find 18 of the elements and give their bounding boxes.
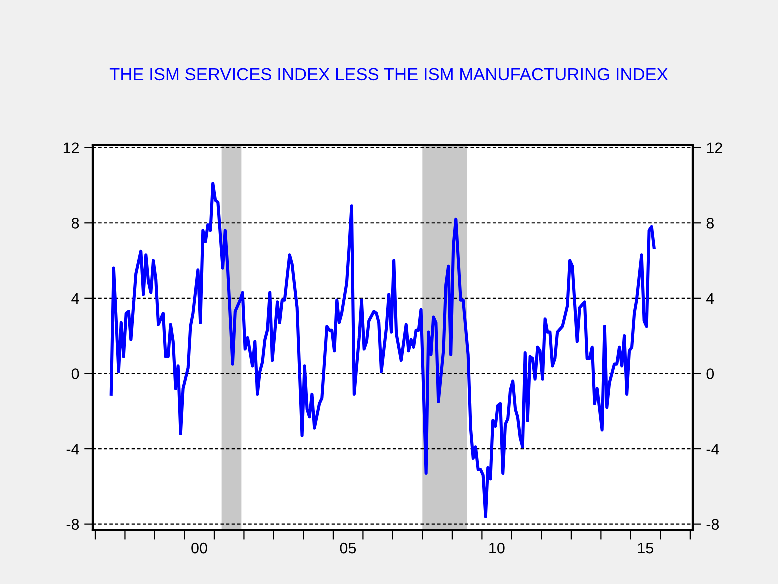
x-tick-label: 00 bbox=[192, 542, 208, 554]
x-tick-label: 10 bbox=[490, 542, 505, 554]
y2-tick-label: 4 bbox=[706, 293, 714, 304]
y-tick-label: -8 bbox=[66, 519, 80, 530]
x-tick-label: 15 bbox=[638, 543, 654, 554]
y-tick-label: 12 bbox=[64, 142, 80, 154]
x-tick-label: 05 bbox=[340, 542, 356, 554]
y-tick-label: 4 bbox=[72, 293, 80, 304]
y2-tick-label: -4 bbox=[706, 444, 720, 455]
chart-title: THE ISM SERVICES INDEX LESS THE ISM MANUFACTURING INDEX bbox=[110, 68, 668, 81]
y2-tick-label: 8 bbox=[706, 218, 714, 229]
y2-tick-label: 0 bbox=[706, 368, 714, 380]
y2-tick-label: -8 bbox=[706, 519, 720, 530]
y-tick-label: 0 bbox=[72, 368, 80, 380]
y-tick-label: -4 bbox=[66, 444, 80, 455]
line-series bbox=[110, 182, 656, 518]
y2-tick-label: 12 bbox=[707, 142, 722, 154]
y-tick-label: 8 bbox=[72, 218, 80, 229]
